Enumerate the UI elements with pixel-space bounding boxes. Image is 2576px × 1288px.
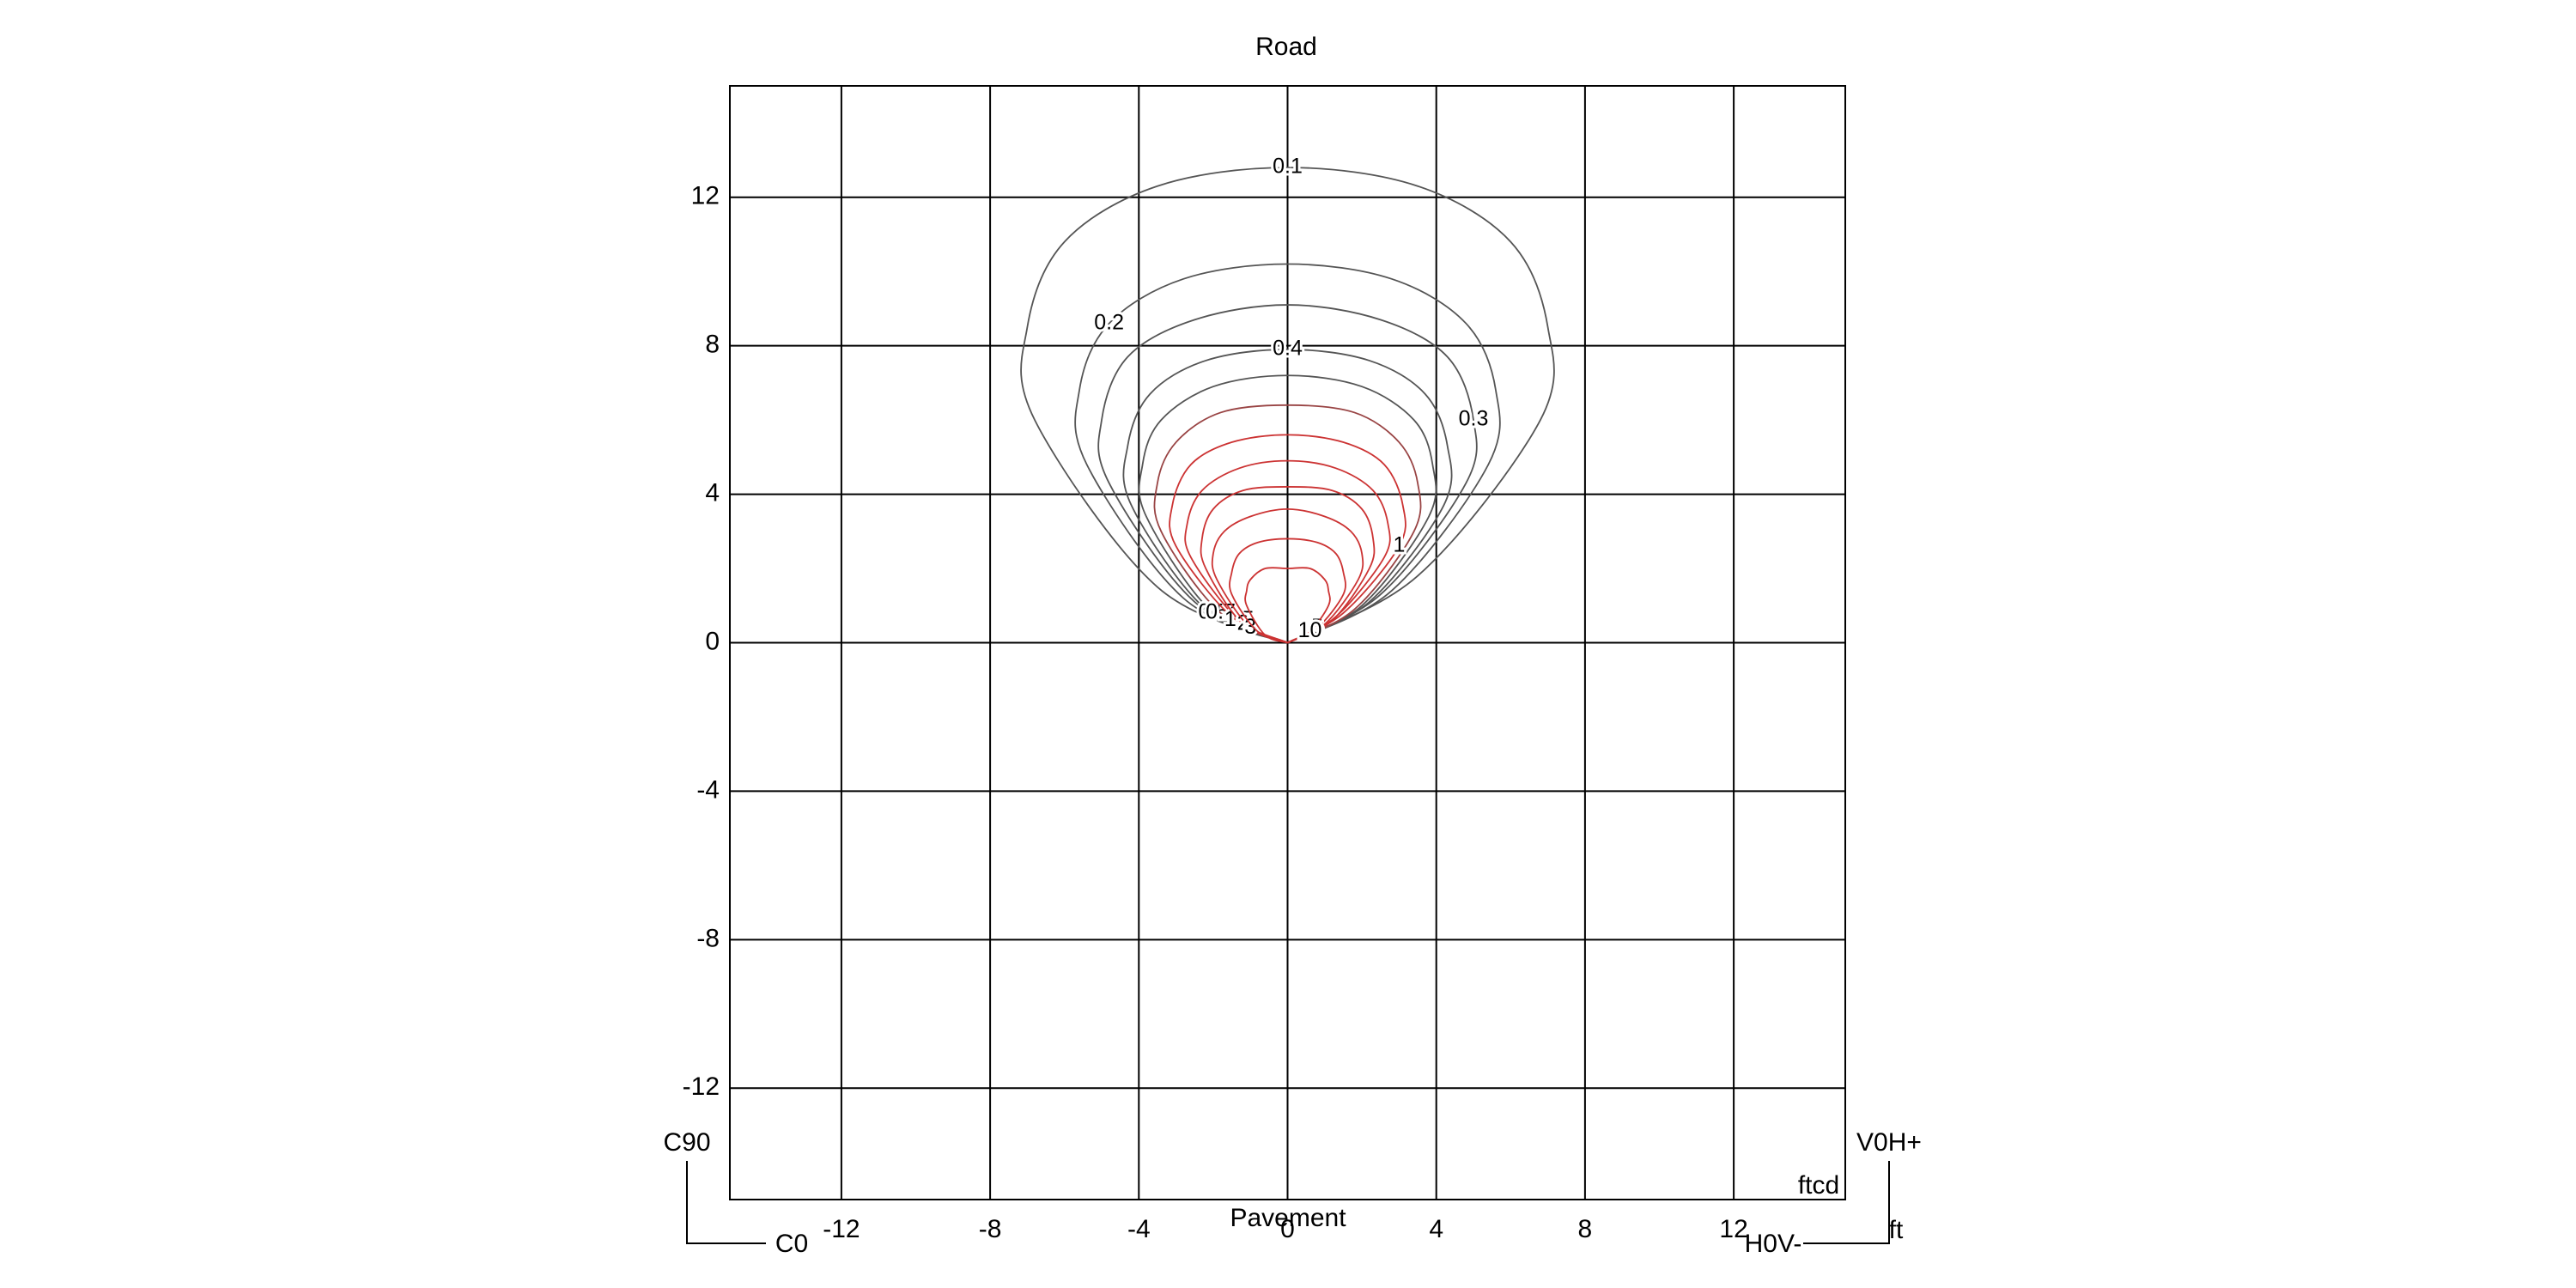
contour-label: 0.2 [1094,310,1124,334]
y-tick-label: 12 [691,182,720,210]
contour-line [1020,167,1555,644]
x-tick-label: 0 [1280,1215,1295,1243]
contour-label: 5 [1311,615,1323,639]
corner-label: ft [1889,1216,1904,1244]
contour-label: 0.1 [1273,155,1303,179]
corner-label: C90 [663,1128,710,1157]
contour-line [1097,304,1478,644]
contour-line [1229,538,1346,644]
contour-label: 1 [1393,533,1405,557]
chart-title: Road [1255,33,1317,61]
x-tick-label: -12 [823,1215,860,1243]
x-tick-label: 8 [1578,1215,1593,1243]
x-tick-label: -4 [1127,1215,1151,1243]
contour-line [1244,567,1331,644]
contour-line [1074,263,1501,644]
contour-line [1200,486,1376,644]
contour-line [1122,349,1453,644]
y-tick-label: 0 [705,627,720,655]
y-tick-label: -8 [696,924,720,952]
contour-label: 10 [1298,618,1322,642]
contour-line [1211,507,1364,644]
contour-line [1184,459,1391,644]
contour-label: 0.3 [1459,407,1489,431]
x-axis-label: Pavement [1230,1204,1346,1232]
contour-line [1153,404,1422,644]
corner-label: H0V- [1745,1230,1802,1258]
corner-bracket [1803,1161,1890,1244]
corner-bracket [686,1161,766,1244]
y-tick-label: -4 [696,775,720,804]
x-tick-label: 4 [1429,1215,1443,1243]
y-tick-label: 8 [705,331,720,359]
x-tick-label: -8 [979,1215,1002,1243]
x-tick-label: 12 [1719,1215,1747,1243]
y-tick-label: -12 [683,1072,720,1101]
contour-line [1138,374,1437,644]
corner-label: C0 [775,1230,808,1258]
corner-label: ftcd [1798,1171,1839,1200]
contour-label: 0.4 [1273,337,1303,361]
y-tick-label: 4 [705,478,720,507]
contour-line [1169,434,1406,644]
corner-label: V0H+ [1856,1128,1922,1157]
